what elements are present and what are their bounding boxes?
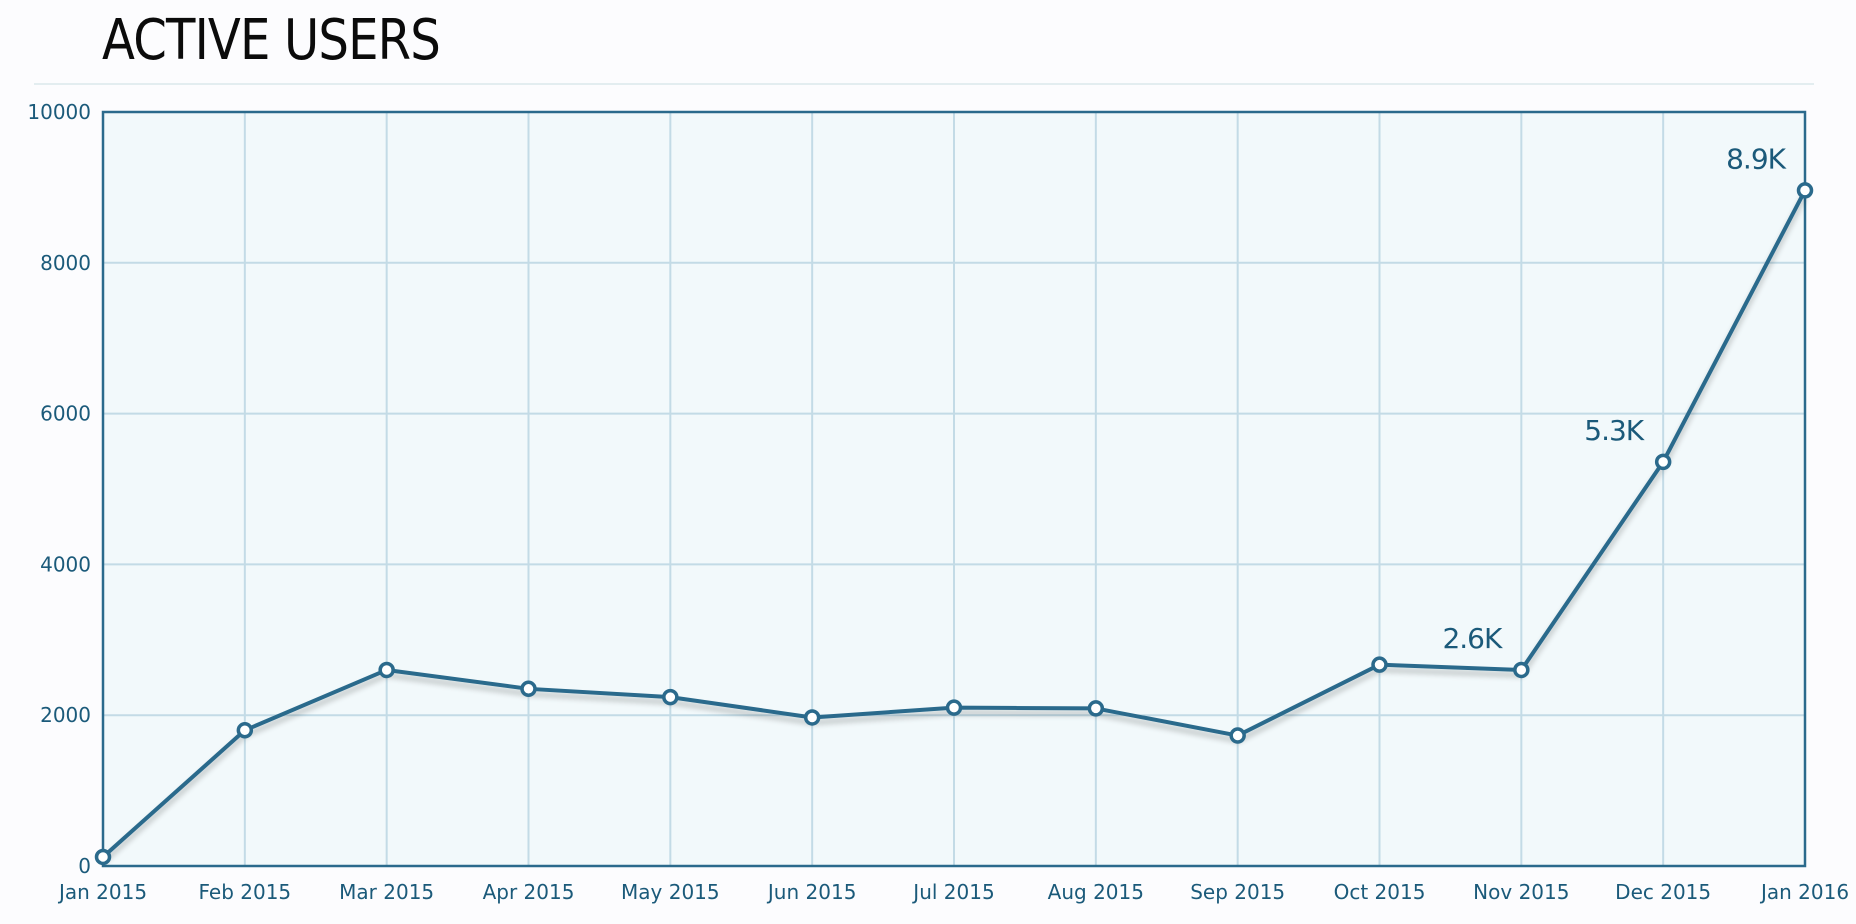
x-tick-label: Aug 2015 — [1048, 880, 1144, 904]
y-tick-label: 8000 — [40, 251, 91, 275]
data-point[interactable] — [1229, 727, 1246, 744]
data-point[interactable] — [945, 699, 963, 716]
data-point[interactable] — [1371, 656, 1388, 673]
x-tick-label: Jan 2016 — [1759, 880, 1849, 904]
plot-border — [101, 110, 1807, 868]
x-tick-label: May 2015 — [621, 880, 720, 904]
data-point[interactable] — [1654, 453, 1672, 471]
data-point[interactable] — [662, 688, 679, 706]
x-tick-label: Nov 2015 — [1473, 880, 1569, 904]
x-tick-label: Jul 2015 — [911, 880, 994, 904]
data-point[interactable] — [803, 709, 821, 726]
y-tick-label: 0 — [78, 854, 91, 878]
data-point[interactable] — [94, 848, 112, 866]
data-point[interactable] — [378, 661, 395, 679]
data-label: 2.6K — [1442, 622, 1503, 655]
y-tick-label: 6000 — [40, 402, 91, 426]
data-point[interactable] — [1087, 700, 1105, 717]
x-tick-label: Apr 2015 — [483, 880, 575, 904]
x-tick-label: Jan 2015 — [57, 880, 147, 904]
x-tick-label: Oct 2015 — [1334, 880, 1426, 904]
data-point[interactable] — [1513, 661, 1530, 679]
x-tick-label: Sep 2015 — [1190, 880, 1285, 904]
data-point[interactable] — [236, 722, 254, 739]
data-label: 8.9K — [1726, 142, 1787, 175]
x-tick-label: Jun 2015 — [766, 880, 857, 904]
x-tick-label: Dec 2015 — [1615, 880, 1711, 904]
y-tick-label: 4000 — [40, 552, 91, 576]
y-tick-label: 10000 — [27, 100, 91, 124]
title-divider — [34, 83, 1814, 85]
data-point[interactable] — [1796, 182, 1814, 199]
x-tick-label: Feb 2015 — [198, 880, 291, 904]
data-point[interactable] — [520, 680, 537, 698]
y-tick-label: 2000 — [40, 703, 91, 727]
chart-title: ACTIVE USERS — [102, 8, 441, 73]
x-tick-label: Mar 2015 — [339, 880, 434, 904]
data-label: 5.3K — [1584, 414, 1645, 447]
